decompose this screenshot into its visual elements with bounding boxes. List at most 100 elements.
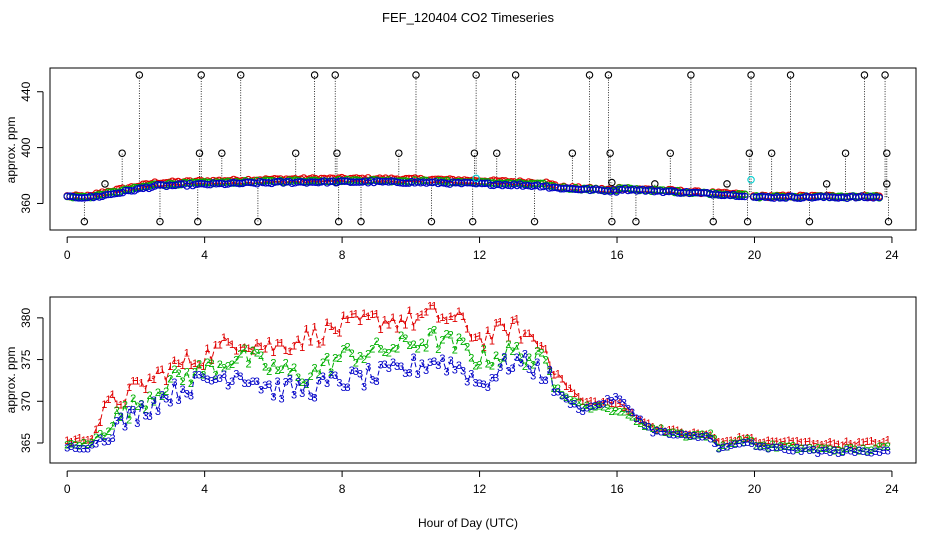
bottom-series2-marker: 2 — [877, 441, 883, 453]
top-x-tick-label: 16 — [610, 248, 624, 262]
bottom-series2-marker: 2 — [435, 344, 441, 356]
bottom-series3-marker: 3 — [501, 352, 507, 364]
bottom-series3-marker: 3 — [670, 429, 676, 441]
bottom-series3-marker: 3 — [175, 395, 181, 407]
bottom-series1-marker: 1 — [530, 332, 536, 344]
bottom-series1-marker: 1 — [204, 343, 210, 355]
bottom-series3-marker: 3 — [316, 375, 322, 387]
bottom-series3-marker: 3 — [765, 444, 771, 456]
bottom-series1-marker: 1 — [823, 439, 829, 451]
bottom-series3-marker: 3 — [171, 377, 177, 389]
top-series3-point — [349, 178, 358, 186]
bottom-series1-marker: 1 — [295, 334, 301, 346]
bottom-series2-marker: 2 — [633, 416, 639, 428]
bottom-series1-marker: 1 — [481, 342, 487, 354]
top-high-spike-marker — [604, 71, 613, 79]
bottom-y-tick-label: 370 — [19, 391, 33, 411]
bottom-series2-marker: 2 — [81, 438, 87, 450]
bottom-series2-marker: 2 — [538, 348, 544, 360]
bottom-series3-marker: 3 — [439, 353, 445, 365]
top-high-spike-marker — [331, 71, 339, 79]
bottom-series2-marker: 2 — [481, 344, 487, 356]
bottom-series1-marker: 1 — [720, 436, 726, 448]
top-mid-spike-marker — [218, 149, 226, 157]
bottom-series2-marker: 2 — [444, 329, 450, 341]
bottom-series2-marker: 2 — [769, 439, 775, 451]
bottom-series2-marker: 2 — [134, 401, 140, 413]
bottom-series3-marker: 3 — [126, 404, 132, 416]
bottom-series2-marker: 2 — [287, 367, 293, 379]
bottom-series3-marker: 3 — [646, 422, 652, 434]
bottom-series2-marker: 2 — [530, 359, 536, 371]
bottom-series3-marker: 3 — [761, 442, 767, 454]
bottom-series2-marker: 2 — [349, 348, 355, 360]
bottom-series1-marker: 1 — [819, 440, 825, 452]
bottom-series1-marker: 1 — [790, 436, 796, 448]
bottom-series1-marker: 1 — [468, 333, 474, 345]
bottom-series1-marker: 1 — [171, 355, 177, 367]
bottom-series2-line — [67, 328, 888, 452]
bottom-series1-marker: 1 — [860, 437, 866, 449]
bottom-series1-marker: 1 — [848, 439, 854, 451]
top-low-spike-marker — [254, 217, 262, 226]
bottom-series1-marker: 1 — [670, 424, 676, 436]
bottom-series1-marker: 1 — [213, 340, 219, 352]
bottom-series1-marker: 1 — [641, 417, 647, 429]
bottom-series3-marker: 3 — [604, 394, 610, 406]
bottom-series3-marker: 3 — [510, 363, 516, 375]
bottom-series3-marker: 3 — [864, 447, 870, 459]
bottom-series2-marker: 2 — [460, 336, 466, 348]
bottom-series2-marker: 2 — [225, 361, 231, 373]
bottom-series2-marker: 2 — [295, 372, 301, 384]
bottom-series1-marker: 1 — [773, 436, 779, 448]
bottom-series2-marker: 2 — [68, 439, 74, 451]
bottom-series1-marker: 1 — [266, 336, 272, 348]
bottom-series3-marker: 3 — [361, 382, 367, 394]
bottom-series1-marker: 1 — [217, 340, 223, 352]
bottom-series1-marker: 1 — [740, 433, 746, 445]
bottom-series1-marker: 1 — [365, 311, 371, 323]
bottom-series1-marker: 1 — [679, 427, 685, 439]
bottom-series2-marker: 2 — [398, 330, 404, 342]
bottom-series2-marker: 2 — [89, 437, 95, 449]
bottom-series1-marker: 1 — [856, 437, 862, 449]
bottom-series3-marker: 3 — [757, 441, 763, 453]
top-x-tick-label: 0 — [64, 248, 71, 262]
bottom-series2-marker: 2 — [147, 390, 153, 402]
bottom-series2-marker: 2 — [811, 444, 817, 456]
bottom-series1-marker: 1 — [411, 322, 417, 334]
bottom-series3-marker: 3 — [163, 394, 169, 406]
bottom-series2-marker: 2 — [794, 444, 800, 456]
bottom-series1-marker: 1 — [81, 435, 87, 447]
bottom-series3-marker: 3 — [650, 428, 656, 440]
bottom-series3-marker: 3 — [580, 406, 586, 418]
bottom-series3-marker: 3 — [254, 376, 260, 388]
top-series3-point — [825, 193, 834, 202]
bottom-series2-marker: 2 — [749, 435, 755, 447]
bottom-series1-marker: 1 — [262, 344, 268, 356]
bottom-plot-frame — [49, 296, 917, 464]
bottom-series2-marker: 2 — [497, 357, 503, 369]
top-series3-point — [776, 194, 784, 202]
bottom-series3-marker: 3 — [336, 378, 342, 390]
top-high-spike-marker — [786, 71, 795, 79]
bottom-series1-marker: 1 — [89, 434, 95, 446]
bottom-series1-marker: 1 — [815, 439, 821, 451]
top-series3-point — [875, 193, 883, 202]
bottom-series1-marker: 1 — [151, 374, 157, 386]
bottom-series1-marker: 1 — [580, 396, 586, 408]
bottom-series3-marker: 3 — [423, 365, 429, 377]
bottom-series2-marker: 2 — [361, 354, 367, 366]
bottom-series3-marker: 3 — [303, 378, 309, 390]
bottom-series2-marker: 2 — [687, 431, 693, 443]
bottom-series2-marker: 2 — [452, 344, 458, 356]
bottom-series2-marker: 2 — [390, 343, 396, 355]
bottom-series1-marker: 1 — [200, 361, 206, 373]
bottom-series2-marker: 2 — [650, 423, 656, 435]
bottom-series1-marker: 1 — [324, 317, 330, 329]
bottom-x-tick-label: 0 — [64, 482, 71, 496]
top-y-tick-label: 440 — [19, 81, 33, 101]
bottom-series1-marker: 1 — [608, 398, 614, 410]
bottom-series2-marker: 2 — [155, 387, 161, 399]
